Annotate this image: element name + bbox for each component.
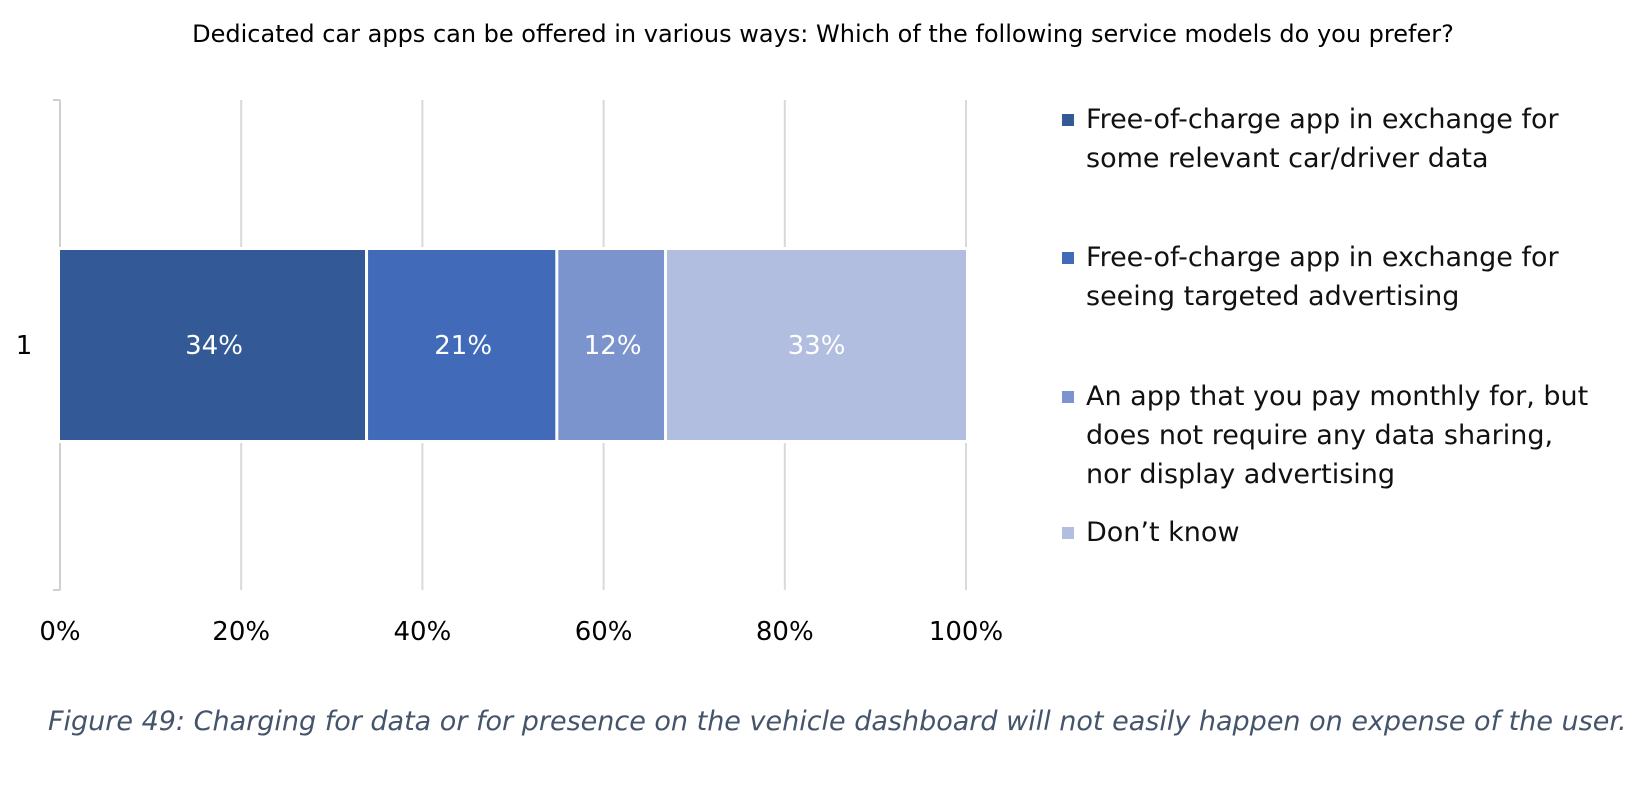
stacked-bar-chart: 34% 21% 12% 33% 1 0% 20% 40% 60% 80% 100% [16,99,1003,647]
x-tick-label: 80% [756,617,814,647]
x-tick-label: 0% [39,617,80,647]
x-tick-label: 60% [575,617,633,647]
bar-segment [60,250,369,440]
legend-label: Don’t know [1086,517,1240,548]
data-label: 21% [434,331,492,361]
chart-title: Dedicated car apps can be offered in var… [192,20,1454,48]
bar-segment [558,250,668,440]
legend-swatch [1062,527,1074,539]
legend-item-paid-monthly: An app that you pay monthly for, but doe… [1062,377,1596,494]
legend-item-data-exchange: Free-of-charge app in exchange for some … [1062,100,1596,178]
figure-caption: Figure 49: Charging for data or for pres… [48,706,1627,737]
legend-label: Free-of-charge app in exchange for some … [1086,104,1559,174]
data-label: 12% [584,331,642,361]
bar-segment [368,250,559,440]
x-tick-label: 20% [212,617,270,647]
legend-swatch [1062,252,1074,264]
data-label: 33% [788,331,846,361]
legend-item-dont-know: Don’t know [1062,513,1596,552]
data-label: 34% [185,331,243,361]
legend-label: Free-of-charge app in exchange for seein… [1086,242,1559,312]
legend-swatch [1062,391,1074,403]
legend-swatch [1062,114,1074,126]
legend-label: An app that you pay monthly for, but doe… [1086,381,1589,490]
legend-item-advertising: Free-of-charge app in exchange for seein… [1062,238,1596,316]
bar-segment [667,250,966,440]
x-tick-label: 40% [394,617,452,647]
x-tick-label: 100% [929,617,1003,647]
category-label: 1 [16,331,33,361]
